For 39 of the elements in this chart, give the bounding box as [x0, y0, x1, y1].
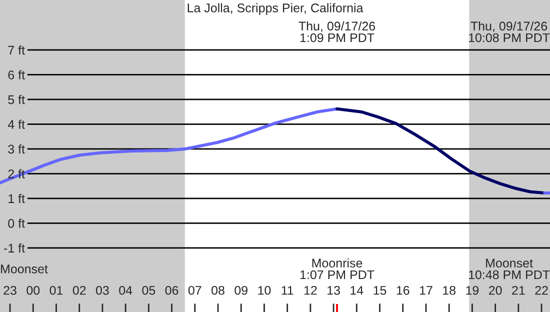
y-tick-label: 0 ft: [8, 218, 25, 228]
y-tick-label: 1 ft: [8, 194, 25, 204]
x-tick-label: 22: [535, 286, 548, 295]
y-tick-label: 4 ft: [8, 120, 25, 129]
x-tick-label: 01: [50, 286, 63, 295]
x-tick-label: 19: [466, 286, 479, 295]
x-tick-label: 15: [374, 286, 386, 295]
x-tick-label: 14: [350, 286, 364, 295]
annotation: Thu, 09/17/26 1:09 PM PDT: [298, 21, 376, 42]
x-tick-label: 03: [96, 286, 109, 295]
x-tick-label: 05: [142, 286, 156, 295]
x-tick-label: 13: [328, 286, 340, 295]
x-tick-label: 18: [443, 286, 456, 295]
chart-title: La Jolla, Scripps Pier, California: [188, 3, 364, 15]
y-tick-label: -1 ft: [4, 243, 25, 253]
y-tick-label: 5 ft: [8, 94, 25, 104]
x-tick-label: 12: [304, 286, 317, 295]
y-tick-label: 7 ft: [8, 45, 25, 55]
x-tick-label: 20: [488, 286, 502, 295]
x-tick-label: 07: [188, 286, 202, 295]
x-tick-label: 02: [72, 286, 86, 295]
x-tick-label: 00: [26, 286, 40, 295]
x-tick-label: 10: [258, 286, 271, 295]
x-tick-label: 17: [420, 286, 432, 295]
x-tick-label: 06: [165, 286, 178, 295]
annotation: Thu, 09/17/26 10:08 PM PDT: [468, 21, 550, 42]
x-tick-label: 04: [119, 286, 132, 295]
x-tick-label: 21: [512, 286, 525, 295]
y-tick-label: 2 ft: [8, 169, 25, 178]
annotation: Moonset: [1, 264, 48, 274]
y-tick-label: 3 ft: [8, 144, 25, 154]
x-tick-label: 16: [396, 286, 410, 295]
x-tick-label: 23: [4, 286, 16, 295]
annotation: Moonrise 1:07 PM PDT: [300, 258, 374, 280]
x-tick-label: 08: [212, 286, 224, 295]
x-tick-label: 09: [234, 286, 248, 295]
annotation: Moonset 10:48 PM PDT: [468, 258, 550, 280]
y-tick-label: 6 ft: [8, 70, 25, 80]
x-tick-label: 11: [282, 286, 294, 295]
